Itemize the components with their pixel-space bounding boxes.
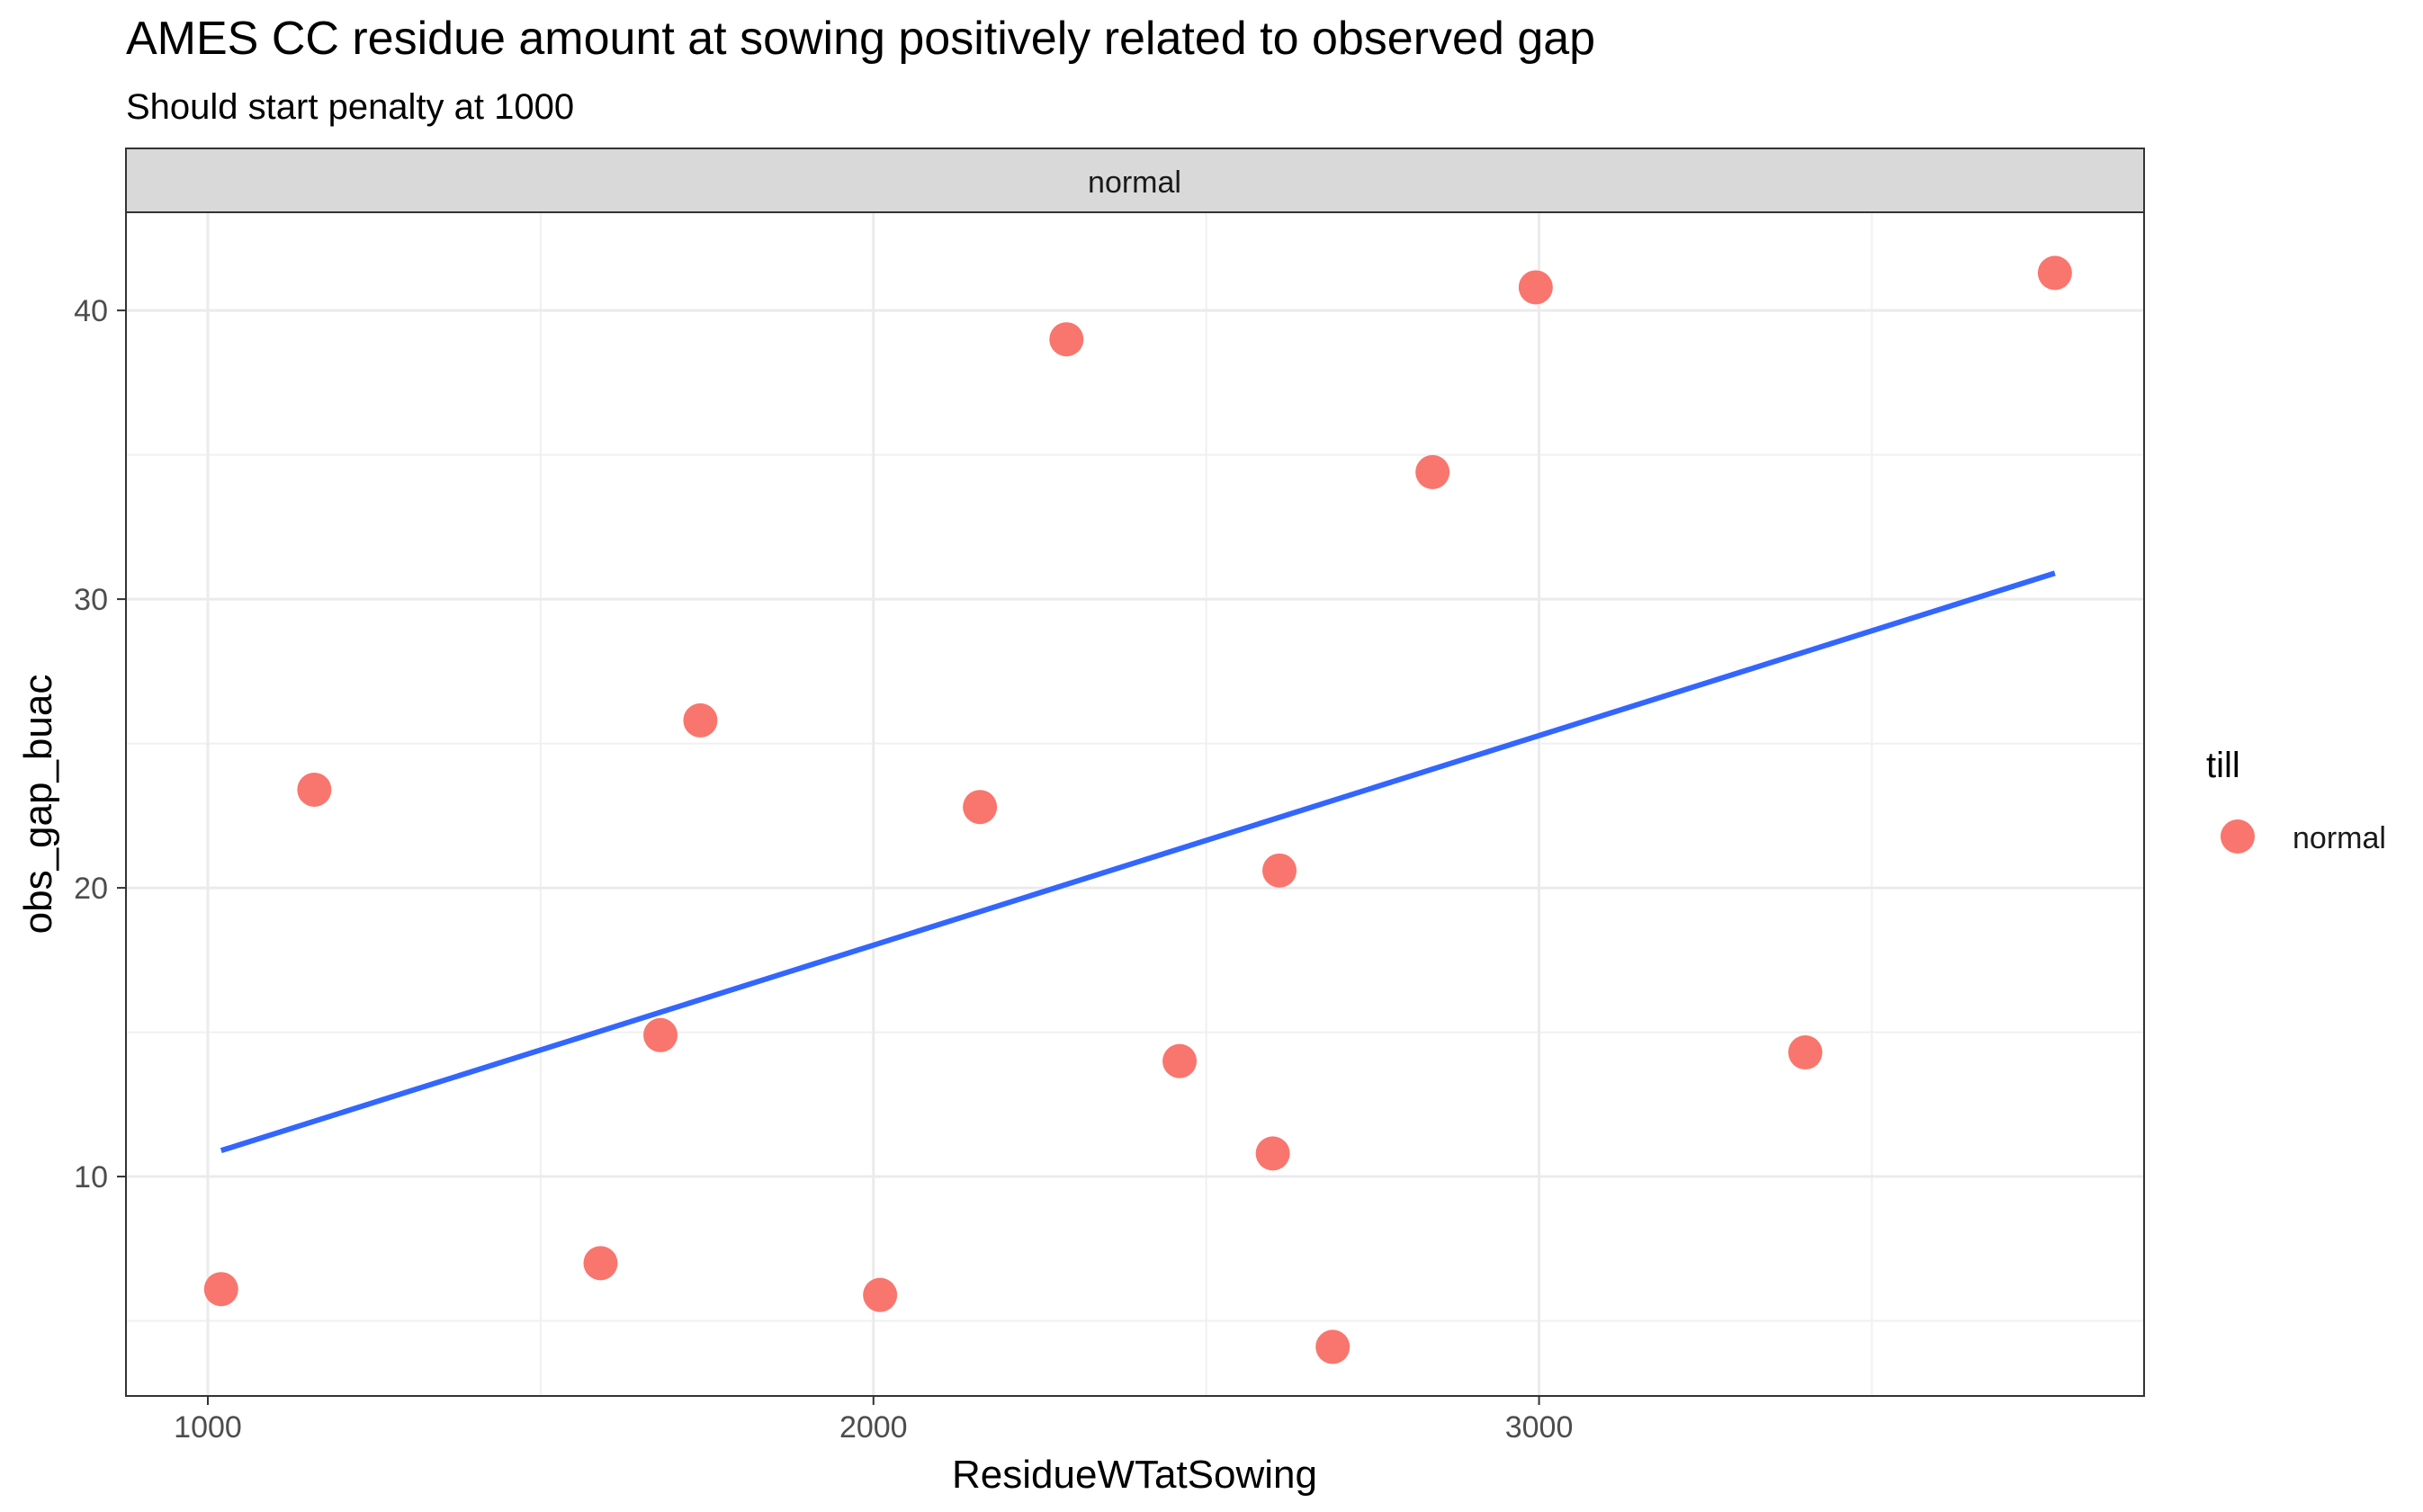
major-gridlines xyxy=(126,212,2144,1396)
trend-layer xyxy=(220,570,2056,1154)
x-axis-title: ResidueWTatSowing xyxy=(952,1453,1317,1497)
facet-strip xyxy=(125,148,2145,213)
y-axis-title: obs_gap_buac xyxy=(16,675,60,935)
data-point xyxy=(297,772,332,807)
x-tick-label: 2000 xyxy=(839,1410,908,1445)
minor-gridlines xyxy=(126,212,2144,1396)
data-point xyxy=(1162,1043,1198,1078)
data-point xyxy=(1415,454,1450,489)
y-tick-label: 30 xyxy=(74,583,108,617)
data-point xyxy=(863,1277,898,1312)
legend-title: till xyxy=(2206,746,2240,785)
chart-subtitle: Should start penalty at 1000 xyxy=(126,87,574,127)
y-tick-label: 10 xyxy=(74,1160,108,1194)
data-point xyxy=(1788,1035,1823,1070)
points-layer xyxy=(203,255,2072,1364)
legend-label-normal: normal xyxy=(2293,821,2386,855)
data-point xyxy=(683,702,718,738)
data-point xyxy=(643,1017,678,1052)
data-point xyxy=(1315,1329,1351,1364)
trend-line xyxy=(220,570,2056,1154)
legend: till normal xyxy=(2206,746,2386,855)
plot-panel-border xyxy=(125,211,2145,1397)
legend-key-normal xyxy=(2221,819,2255,854)
data-point xyxy=(1049,322,1084,357)
data-point xyxy=(1262,853,1297,888)
plot-panel xyxy=(126,212,2144,1396)
data-point xyxy=(1518,270,1553,305)
x-tick-label: 3000 xyxy=(1505,1410,1574,1445)
y-tick-label: 40 xyxy=(74,294,108,328)
x-axis: 1000 2000 3000 xyxy=(174,1396,1573,1445)
data-point xyxy=(963,790,998,825)
data-point xyxy=(583,1246,618,1281)
facet-strip-label: normal xyxy=(1088,166,1181,200)
y-axis: 10 20 30 40 xyxy=(74,294,126,1194)
data-point xyxy=(2037,255,2072,291)
chart-title: AMES CC residue amount at sowing positiv… xyxy=(126,13,1595,65)
data-point xyxy=(1255,1136,1290,1171)
y-tick-label: 20 xyxy=(74,872,108,906)
x-tick-label: 1000 xyxy=(174,1410,242,1445)
data-point xyxy=(203,1272,238,1307)
